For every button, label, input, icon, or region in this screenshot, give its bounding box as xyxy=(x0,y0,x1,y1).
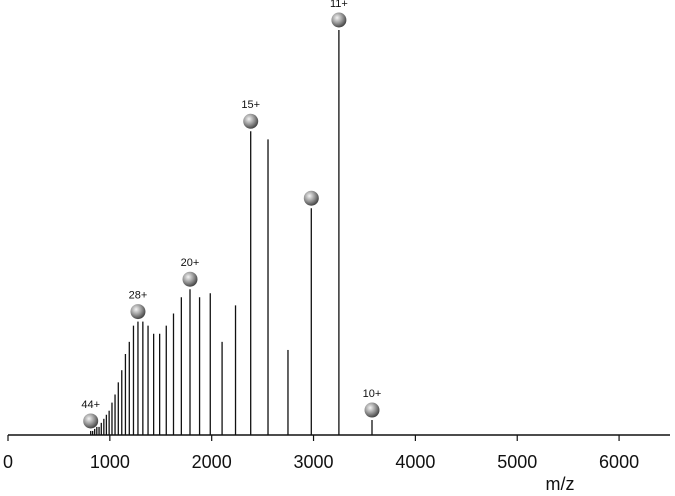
x-tick-label: 3000 xyxy=(294,452,334,472)
charge-marker xyxy=(331,12,347,28)
charge-marker xyxy=(130,304,146,320)
charge-marker xyxy=(303,190,319,206)
x-axis-label: m/z xyxy=(546,474,575,494)
charge-label: 44+ xyxy=(81,399,100,411)
charge-label: 11+ xyxy=(330,0,348,10)
charge-marker xyxy=(243,113,259,129)
charge-label: 28+ xyxy=(129,290,148,302)
charge-label: 20+ xyxy=(181,257,200,269)
x-tick-label: 5000 xyxy=(497,452,537,472)
charge-marker xyxy=(83,413,99,429)
charge-label: 15+ xyxy=(241,99,260,111)
x-tick-label: 1000 xyxy=(90,452,130,472)
charge-marker xyxy=(364,402,380,418)
x-tick-label: 4000 xyxy=(395,452,435,472)
x-tick-label: 6000 xyxy=(599,452,639,472)
charge-label: 10+ xyxy=(363,388,382,400)
x-tick-label: 2000 xyxy=(192,452,232,472)
charge-marker xyxy=(182,271,198,287)
x-tick-label: 0 xyxy=(3,452,13,472)
